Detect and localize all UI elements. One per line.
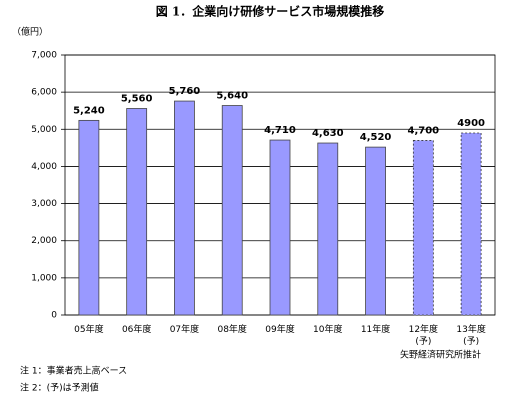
note: 注 2：(予)は予測値 [20, 382, 99, 394]
bar [126, 108, 148, 316]
value-label: 5,560 [121, 93, 153, 104]
x-tick-label: 05年度 [74, 323, 103, 335]
y-tick-label: 1,000 [31, 273, 57, 283]
y-tick-label: 6,000 [31, 88, 57, 98]
value-label: 5,760 [169, 86, 201, 97]
bar [174, 100, 195, 316]
value-label: 4,520 [360, 132, 392, 143]
value-label: 4900 [457, 118, 485, 129]
bar [221, 105, 243, 316]
x-tick-label: 11年度 [361, 323, 390, 335]
value-label: 5,240 [73, 105, 105, 116]
y-tick-label: 3,000 [31, 199, 57, 209]
bar [317, 142, 339, 316]
y-tick-label: 2,000 [31, 236, 57, 246]
value-label: 4,630 [312, 128, 344, 139]
x-tick-label: 08年度 [217, 323, 246, 335]
bar [269, 139, 291, 316]
bar [412, 140, 434, 316]
value-label: 5,640 [216, 91, 248, 102]
y-tick-label: 5,000 [31, 125, 57, 135]
y-tick-label: 0 [51, 311, 57, 321]
x-tick-label: 10年度 [313, 323, 342, 335]
value-label: 4,700 [408, 125, 440, 136]
x-tick-label: 09年度 [265, 323, 294, 335]
note: 注 1：事業者売上高ベース [20, 365, 127, 377]
x-tick-label: 13年度(予) [456, 323, 485, 347]
bar [460, 132, 482, 316]
x-tick-label: 12年度(予) [409, 323, 438, 347]
y-tick-label: 4,000 [31, 162, 57, 172]
source: 矢野経済研究所推計 [400, 349, 481, 361]
y-tick-label: 7,000 [31, 51, 57, 61]
bar [78, 119, 100, 316]
bar [365, 146, 386, 316]
x-tick-label: 06年度 [122, 323, 151, 335]
chart-title: 図 1．企業向け研修サービス市場規模推移 [156, 4, 385, 19]
value-label: 4,710 [264, 125, 296, 136]
x-tick-label: 07年度 [170, 323, 199, 335]
y-unit: （億円） [12, 26, 48, 38]
